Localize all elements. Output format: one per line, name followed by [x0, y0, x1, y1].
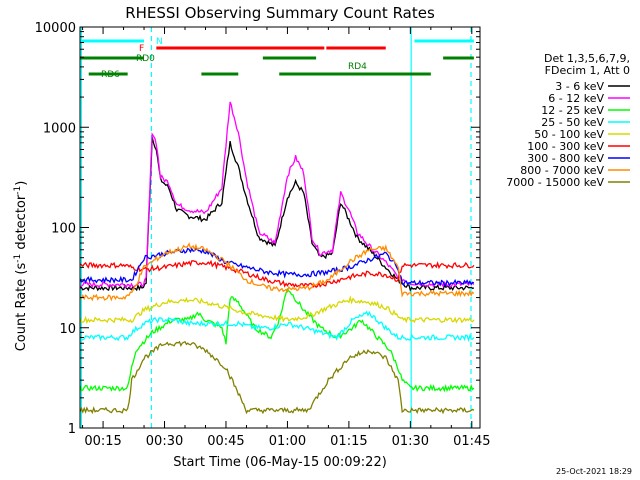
- x-tick-label-3: 01:00: [269, 434, 306, 449]
- series-line-7: [79, 242, 475, 302]
- y-axis-label: Count Rate (s-1 detector-1): [13, 181, 29, 352]
- legend-label-4: 50 - 100 keV: [534, 128, 604, 141]
- legend-label-5: 100 - 300 keV: [527, 140, 604, 153]
- series-line-8: [79, 340, 475, 415]
- flag-label-rd4: RD4: [348, 62, 367, 72]
- x-tick-label-5: 01:30: [392, 434, 429, 449]
- flag-label-rd6: RD6: [101, 70, 120, 80]
- y-tick-label-4: 10000: [35, 21, 76, 36]
- x-tick-label-2: 00:45: [207, 434, 244, 449]
- flag-label-f: F: [139, 44, 144, 54]
- legend-label-2: 12 - 25 keV: [541, 104, 604, 117]
- legend-label-7: 800 - 7000 keV: [520, 164, 604, 177]
- flag-label-rd0: RD0: [136, 54, 155, 64]
- legend-label-0: 3 - 6 keV: [555, 80, 604, 93]
- series-line-3: [79, 310, 475, 343]
- legend-label-1: 6 - 12 keV: [548, 92, 604, 105]
- y-tick-label-0: 1: [68, 422, 76, 437]
- x-tick-label-6: 01:45: [453, 434, 490, 449]
- legend: Det 1,3,5,6,7,9,FDecim 1, Att 0 3 - 6 keV…: [506, 52, 630, 189]
- y-axis: 1 10 100 1000 10000: [35, 21, 480, 437]
- series-line-4: [79, 295, 475, 325]
- flag-label-n: N: [156, 37, 163, 47]
- x-tick-label-0: 00:15: [84, 434, 121, 449]
- y-tick-label-2: 100: [51, 222, 76, 237]
- chart-title: RHESSI Observing Summary Count Rates: [125, 4, 435, 22]
- series-line-2: [79, 287, 475, 393]
- legend-label-3: 25 - 50 keV: [541, 116, 604, 129]
- series-line-5: [79, 259, 475, 289]
- legend-label-8: 7000 - 15000 keV: [506, 176, 604, 189]
- y-tick-label-1: 10: [59, 322, 76, 337]
- series-line-6: [79, 247, 475, 287]
- legend-header-1: FDecim 1, Att 0: [545, 64, 630, 77]
- x-tick-label-1: 00:30: [146, 434, 183, 449]
- x-axis: 00:15 00:30 00:45 01:00 01:15 01:30 01:45: [82, 27, 491, 449]
- y-tick-label-3: 1000: [43, 121, 76, 136]
- legend-label-6: 300 - 800 keV: [527, 152, 604, 165]
- series-line-0: [79, 137, 475, 292]
- x-tick-label-4: 01:15: [330, 434, 367, 449]
- series-line-1: [79, 101, 475, 289]
- timestamp-label: 25-Oct-2021 18:29: [556, 467, 632, 476]
- legend-header-0: Det 1,3,5,6,7,9,: [544, 52, 630, 65]
- x-axis-label: Start Time (06-May-15 00:09:22): [173, 455, 387, 470]
